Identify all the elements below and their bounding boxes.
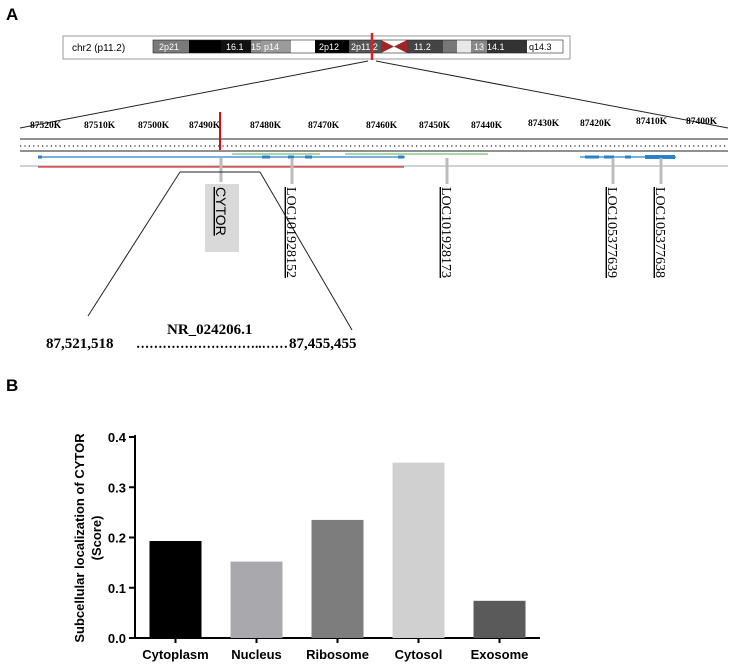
coordinate-range: 87,521,518 ………………………..…… 87,455,455	[46, 336, 357, 352]
bar-exosome	[473, 600, 526, 638]
ruler-tick-label: 87440K	[471, 121, 503, 131]
bar-cytosol	[392, 462, 445, 638]
bar-nucleus	[230, 561, 283, 638]
bar-cytoplasm	[149, 541, 202, 638]
coordinate-dots: ………………………..……	[136, 336, 288, 352]
gene-tracks	[38, 153, 676, 168]
gene-label-loc105377638: LOC105377638	[652, 187, 667, 278]
y-tick-label: 0.2	[108, 531, 126, 546]
y-tick-label: 0.0	[108, 631, 126, 646]
gene-label-loc105377639: LOC105377639	[604, 187, 619, 278]
band-label: p14	[264, 42, 279, 52]
band-label: 2p21	[159, 42, 179, 52]
y-tick-label: 0.1	[108, 581, 126, 596]
ruler-tick-label: 87480K	[250, 121, 282, 131]
band-label: 11.2	[414, 42, 431, 52]
ruler-tick-label: 87430K	[528, 119, 560, 129]
coordinate-end: 87,455,455	[289, 336, 357, 352]
ruler-tick-label: 87500K	[138, 121, 170, 131]
gene-label-loc101928173: LOC101928173	[438, 187, 453, 278]
band-label: 14.1	[487, 42, 505, 52]
y-tick-label: 0.4	[108, 430, 127, 445]
ruler-tick-label: 87400K	[686, 117, 718, 127]
x-tick-label: Ribosome	[306, 647, 369, 662]
bar-ribosome	[311, 519, 364, 638]
ruler-tick-label: 87490K	[189, 121, 221, 131]
ruler-tick-label: 87450K	[419, 121, 451, 131]
accession-label: NR_024206.1	[167, 322, 252, 338]
coordinate-start: 87,521,518	[46, 336, 114, 352]
ruler-tick-label: 87510K	[84, 121, 116, 131]
ruler-tick-label: 87520K	[30, 121, 62, 131]
band-label: 2p11.2	[351, 42, 378, 52]
bar-chart: 0.0 0.1 0.2 0.3 0.4 Cytoplasm Nucleus Ribosome C…	[72, 430, 540, 662]
band-label: q14.3	[529, 42, 552, 52]
gene-label-loc101928152: LOC101928152	[283, 187, 298, 278]
x-tick-label: Cytoplasm	[142, 647, 208, 662]
ruler: 87520K 87510K 87500K 87490K 87480K 87470…	[20, 112, 728, 167]
gene-label-cytor: CYTOR	[213, 187, 229, 236]
panel-a-label: A	[6, 5, 18, 24]
band-label: 15	[251, 42, 261, 52]
band-label: 2p12	[319, 42, 339, 52]
band-label: 13	[474, 42, 484, 52]
ruler-tick-label: 87470K	[308, 121, 340, 131]
ruler-tick-label: 87420K	[580, 119, 612, 129]
chromosome-ideogram: chr2 (p11.2) 2p21 16.1 15 p14 2p12 2p11.…	[62, 33, 571, 60]
chromosome-label: chr2 (p11.2)	[72, 43, 125, 54]
x-tick-label: Nucleus	[231, 647, 282, 662]
y-axis-title: Subcellular localization of CYTOR (Score)	[72, 433, 104, 643]
x-tick-label: Exosome	[471, 647, 529, 662]
y-tick-label: 0.3	[108, 480, 126, 495]
x-tick-label: Cytosol	[395, 647, 443, 662]
panel-b-label: B	[6, 376, 18, 395]
band-label: 16.1	[226, 42, 244, 52]
ruler-tick-label: 87460K	[366, 121, 398, 131]
ruler-tick-label: 87410K	[636, 117, 668, 127]
